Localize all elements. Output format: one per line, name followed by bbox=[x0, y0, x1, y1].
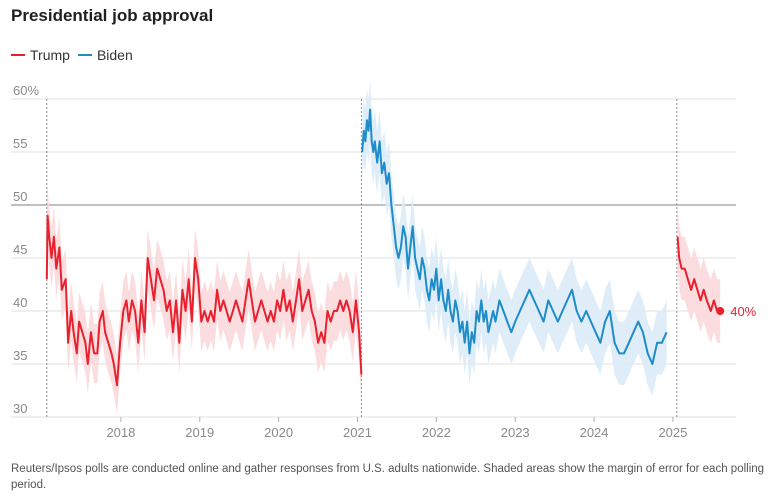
x-tick-label-2024: 2024 bbox=[580, 425, 609, 440]
band-trump-2 bbox=[677, 205, 721, 343]
legend-item-biden: Biden bbox=[77, 47, 133, 63]
y-tick-label-45: 45 bbox=[13, 242, 27, 257]
band-trump-0 bbox=[46, 185, 362, 415]
y-tick-label-55: 55 bbox=[13, 136, 27, 151]
x-tick-label-2025: 2025 bbox=[658, 425, 687, 440]
x-tick-label-2022: 2022 bbox=[422, 425, 451, 440]
legend-swatch-trump bbox=[11, 54, 25, 56]
y-tick-label-30: 30 bbox=[13, 401, 27, 416]
legend-swatch-biden bbox=[77, 54, 92, 56]
y-tick-label-40: 40 bbox=[13, 295, 27, 310]
approval-chart: 30 35 40 45 50 55 60% 2018 2019 2020 2021 2022 2023 2… bbox=[11, 77, 757, 440]
y-tick-label-50: 50 bbox=[13, 189, 27, 204]
tick-labels: 30 35 40 45 50 55 60% 2018 2019 2020 2021 2022 2023 2… bbox=[13, 83, 757, 440]
footnote: Reuters/Ipsos polls are conducted online… bbox=[11, 463, 765, 491]
x-tick-label-2021: 2021 bbox=[343, 425, 372, 440]
x-tick-label-2018: 2018 bbox=[106, 425, 135, 440]
band-biden-1 bbox=[362, 77, 667, 396]
x-tick-label-2023: 2023 bbox=[501, 425, 530, 440]
line-trump-2 bbox=[676, 236, 721, 312]
series-lines bbox=[45, 108, 725, 387]
end-point-label: 40% bbox=[730, 304, 756, 319]
end-point-marker bbox=[716, 307, 725, 315]
chart-title: Presidential job approval bbox=[11, 6, 214, 25]
legend-item-trump: Trump bbox=[11, 47, 70, 63]
x-tick-label-2019: 2019 bbox=[185, 425, 214, 440]
y-tick-label-35: 35 bbox=[13, 348, 27, 363]
x-tick-label-2020: 2020 bbox=[264, 425, 293, 440]
line-biden-1 bbox=[361, 108, 668, 365]
legend-label-biden: Biden bbox=[96, 47, 133, 63]
legend: Trump Biden bbox=[11, 47, 141, 63]
legend-label-trump: Trump bbox=[30, 47, 70, 63]
y-tick-label-60: 60% bbox=[13, 83, 39, 98]
line-trump-0 bbox=[45, 214, 363, 387]
